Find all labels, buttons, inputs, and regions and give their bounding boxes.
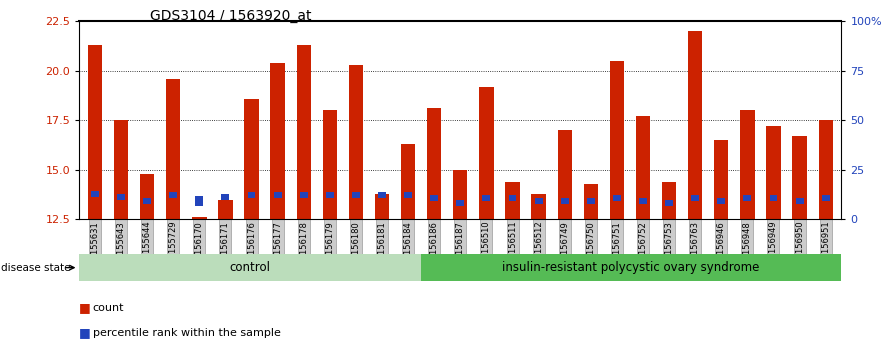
Bar xyxy=(531,194,546,219)
Bar xyxy=(192,217,206,219)
Text: ■: ■ xyxy=(79,302,91,314)
Bar xyxy=(561,198,568,204)
Bar xyxy=(427,108,441,219)
Bar xyxy=(401,144,415,219)
Bar xyxy=(270,63,285,219)
Bar xyxy=(117,194,125,200)
Bar xyxy=(166,79,181,219)
Bar xyxy=(378,192,386,198)
Bar xyxy=(114,120,129,219)
Bar xyxy=(610,61,624,219)
Bar xyxy=(374,194,389,219)
Bar xyxy=(326,192,334,198)
Bar xyxy=(796,198,803,204)
Bar xyxy=(169,192,177,198)
Bar xyxy=(769,195,777,201)
Bar xyxy=(792,136,807,219)
Bar xyxy=(636,116,650,219)
Bar xyxy=(430,195,438,201)
Bar xyxy=(352,192,359,198)
Bar xyxy=(714,140,729,219)
Bar xyxy=(740,110,755,219)
Bar xyxy=(506,182,520,219)
Bar xyxy=(665,200,673,206)
Text: insulin-resistant polycystic ovary syndrome: insulin-resistant polycystic ovary syndr… xyxy=(502,261,759,274)
Bar xyxy=(453,170,468,219)
Bar xyxy=(535,198,543,204)
Bar xyxy=(91,191,99,197)
Bar xyxy=(88,45,102,219)
Bar xyxy=(587,198,595,204)
Bar xyxy=(297,45,311,219)
Bar xyxy=(744,195,751,201)
Bar xyxy=(456,200,464,206)
Bar xyxy=(766,126,781,219)
Bar xyxy=(822,195,830,201)
Bar xyxy=(140,174,154,219)
Text: count: count xyxy=(93,303,124,313)
Text: ■: ■ xyxy=(79,326,91,339)
Bar xyxy=(221,194,229,200)
Bar xyxy=(196,196,204,206)
Text: percentile rank within the sample: percentile rank within the sample xyxy=(93,328,280,338)
Bar xyxy=(248,192,255,198)
Bar xyxy=(404,192,412,198)
Bar xyxy=(508,195,516,201)
Bar xyxy=(692,195,700,201)
Bar xyxy=(349,65,363,219)
Bar xyxy=(662,182,677,219)
Bar xyxy=(300,192,307,198)
Bar xyxy=(274,192,282,198)
Bar xyxy=(717,198,725,204)
Bar xyxy=(218,200,233,219)
Text: disease state: disease state xyxy=(1,263,70,273)
Bar xyxy=(558,130,572,219)
Bar xyxy=(144,198,152,204)
Bar xyxy=(244,98,259,219)
Bar xyxy=(483,195,491,201)
Bar xyxy=(322,110,337,219)
Bar xyxy=(818,120,833,219)
Text: control: control xyxy=(230,261,270,274)
Bar xyxy=(583,184,598,219)
Text: GDS3104 / 1563920_at: GDS3104 / 1563920_at xyxy=(150,9,311,23)
Bar xyxy=(688,31,702,219)
Bar xyxy=(613,195,621,201)
Bar xyxy=(639,198,647,204)
Bar xyxy=(479,87,493,219)
